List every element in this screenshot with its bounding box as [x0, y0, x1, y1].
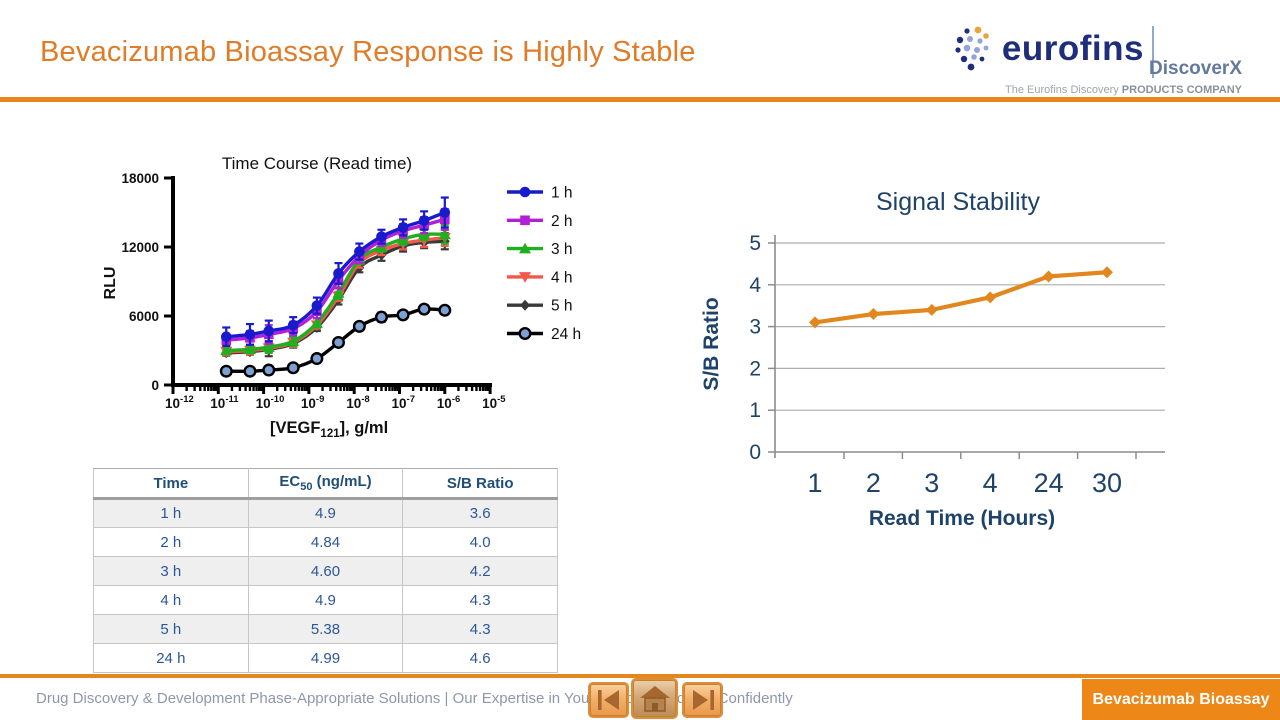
svg-text:3 h: 3 h: [551, 241, 573, 258]
table-cell: 4.60: [247, 556, 404, 586]
svg-text:5 h: 5 h: [551, 298, 573, 315]
table-header-row: Time EC50 (ng/mL) S/B Ratio: [93, 468, 558, 500]
table-row: 1 h 4.9 3.6: [93, 498, 558, 528]
table-cell: 4.3: [402, 614, 558, 644]
eurofins-discoverx-logo: eurofins DiscoverX The Eurofins Discover…: [955, 18, 1242, 96]
signal-stability-title: Signal Stability: [876, 188, 1040, 216]
series-24h: [219, 302, 452, 378]
svg-text:6000: 6000: [129, 309, 159, 324]
table-cell: 4.84: [247, 527, 404, 557]
signal-stability-chart: Signal Stability 0 1 2 3 4 5 1 2 3 4 24 30 Read Time …: [700, 188, 1165, 530]
table-cell: 4.9: [247, 498, 404, 528]
table-row: 5 h 5.38 4.3: [93, 614, 558, 644]
signal-stability-ylabel: S/B Ratio: [700, 297, 723, 390]
svg-text:10-10: 10-10: [256, 394, 285, 411]
svg-text:10-8: 10-8: [346, 394, 369, 411]
svg-text:0: 0: [151, 378, 159, 393]
table-cell: 3 h: [93, 556, 249, 586]
tagline-regular: The Eurofins Discovery: [1005, 84, 1122, 96]
table-cell: 4.6: [402, 643, 558, 673]
svg-text:10-9: 10-9: [301, 394, 324, 411]
table-row: 4 h 4.9 4.3: [93, 585, 558, 615]
svg-text:2 h: 2 h: [551, 213, 573, 230]
svg-text:18000: 18000: [121, 171, 159, 186]
logo-tagline: The Eurofins Discovery PRODUCTS COMPANY: [1005, 84, 1242, 96]
legend-item-3h: 3 h: [507, 241, 573, 258]
table-cell: 4.2: [402, 556, 558, 586]
page-title: Bevacizumab Bioassay Response is Highly …: [40, 36, 696, 68]
table-cell: 4.9: [247, 585, 404, 615]
table-cell: 5 h: [93, 614, 249, 644]
time-course-chart: Time Course (Read time) 0 6000 12000 18000 10…: [102, 154, 581, 440]
svg-text:1: 1: [807, 468, 822, 498]
table-cell: 4.99: [247, 643, 404, 673]
header-rule: [0, 97, 1280, 102]
series-1h: [220, 196, 451, 347]
svg-text:10-7: 10-7: [392, 394, 415, 411]
svg-text:10-6: 10-6: [437, 394, 460, 411]
time-course-title: Time Course (Read time): [222, 154, 412, 173]
svg-text:2: 2: [866, 468, 881, 498]
legend-item-4h: 4 h: [507, 269, 573, 286]
table-cell: 2 h: [93, 527, 249, 557]
svg-text:5: 5: [749, 232, 761, 255]
svg-text:4: 4: [749, 274, 761, 297]
footer-tagline: Drug Discovery & Development Phase-Appro…: [36, 690, 793, 707]
discoverx-brand-text: DiscoverX: [1149, 58, 1242, 79]
tagline-bold: PRODUCTS COMPANY: [1121, 84, 1242, 96]
table-row: 2 h 4.84 4.0: [93, 527, 558, 557]
legend-item-1h: 1 h: [507, 185, 573, 202]
table-col-header-2: S/B Ratio: [402, 468, 558, 500]
table-cell: 1 h: [93, 498, 249, 528]
time-course-axes: 0 6000 12000 18000 10-12 10-11 10-10 10-9 10-8 10…: [102, 171, 506, 440]
table-col-header-0: Time: [93, 468, 249, 500]
table-row: 24 h 4.99 4.6: [93, 643, 558, 673]
svg-text:12000: 12000: [121, 240, 159, 255]
legend-item-24h: 24 h: [507, 326, 581, 343]
table-cell: 4.0: [402, 527, 558, 557]
eurofins-brand-text: eurofins: [1001, 29, 1144, 68]
next-icon: [692, 690, 714, 710]
signal-stability-xlabel: Read Time (Hours): [869, 507, 1055, 530]
svg-text:10-5: 10-5: [482, 394, 506, 411]
legend-item-5h: 5 h: [507, 298, 573, 315]
svg-text:3: 3: [924, 468, 939, 498]
svg-text:30: 30: [1092, 468, 1122, 498]
footer-rule: [0, 674, 1280, 678]
svg-text:0: 0: [749, 441, 761, 464]
table-cell: 4 h: [93, 585, 249, 615]
legend-item-2h: 2 h: [507, 213, 573, 230]
svg-text:4: 4: [983, 468, 998, 498]
table-cell: 4.3: [402, 585, 558, 615]
svg-text:2: 2: [749, 357, 761, 380]
next-slide-button[interactable]: [682, 682, 723, 718]
time-course-ylabel: RLU: [102, 267, 119, 300]
home-button[interactable]: [631, 678, 678, 719]
sb-ratio-series: [809, 266, 1113, 329]
logo-divider: [1152, 26, 1154, 78]
previous-slide-button[interactable]: [588, 682, 629, 718]
slide-topic-badge: Bevacizumab Bioassay: [1082, 679, 1280, 720]
home-icon: [639, 685, 670, 712]
svg-text:4 h: 4 h: [551, 269, 573, 286]
svg-text:10-12: 10-12: [165, 394, 194, 411]
table-cell: 3.6: [402, 498, 558, 528]
time-course-xlabel: [VEGF121], g/ml: [270, 419, 388, 440]
svg-text:24 h: 24 h: [551, 326, 581, 343]
svg-text:10-11: 10-11: [210, 394, 239, 411]
table-cell: 24 h: [93, 643, 249, 673]
svg-text:1 h: 1 h: [551, 185, 573, 202]
svg-text:24: 24: [1034, 468, 1064, 498]
previous-icon: [597, 690, 619, 710]
svg-text:1: 1: [749, 399, 761, 422]
eurofins-wordmark: eurofins: [954, 26, 1144, 72]
results-table: Time EC50 (ng/mL) S/B Ratio 1 h 4.9 3.6 2 h 4.…: [93, 468, 558, 673]
table-col-header-1: EC50 (ng/mL): [247, 468, 404, 500]
table-row: 3 h 4.60 4.2: [93, 556, 558, 586]
eurofins-dots-icon: [955, 26, 989, 71]
table-cell: 5.38: [247, 614, 404, 644]
svg-text:3: 3: [749, 316, 761, 339]
time-course-legend: 1 h 2 h 3 h 4 h 5 h 24 h: [507, 185, 581, 343]
